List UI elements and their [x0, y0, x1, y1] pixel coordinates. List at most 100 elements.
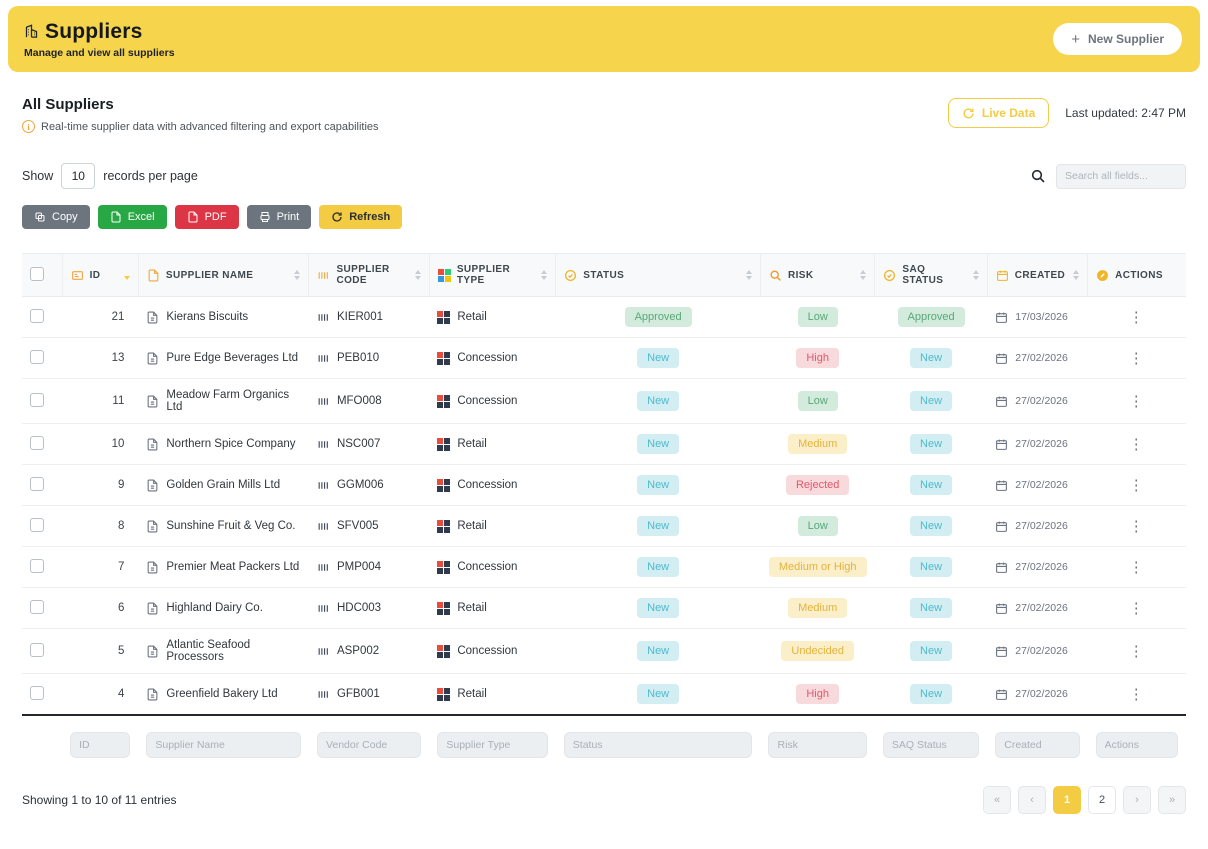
sort-control-name[interactable] — [294, 270, 301, 280]
filter-input-risk[interactable] — [768, 732, 867, 758]
risk-magnifier-icon — [769, 269, 782, 282]
plus-icon: + — [1071, 30, 1080, 48]
saq-status-badge: New — [910, 391, 953, 411]
grid-icon — [437, 644, 451, 658]
pagination-first-button[interactable]: « — [983, 786, 1011, 814]
sort-control-type[interactable] — [541, 270, 548, 280]
saq-status-badge: New — [910, 641, 953, 661]
column-header-saq-status[interactable]: SAQ Status — [874, 253, 988, 297]
document-icon — [147, 269, 160, 282]
filter-input-supplier-type[interactable] — [437, 732, 548, 758]
document-icon — [146, 311, 159, 324]
row-checkbox[interactable] — [30, 435, 44, 450]
risk-badge: Low — [797, 307, 838, 327]
risk-badge: High — [796, 348, 839, 368]
row-actions-menu[interactable]: ⋮ — [1128, 309, 1145, 326]
risk-badge: Medium — [788, 434, 848, 454]
filter-input-status[interactable] — [563, 732, 753, 758]
copy-icon — [34, 211, 46, 223]
print-button[interactable]: Print — [246, 205, 312, 229]
row-actions-menu[interactable]: ⋮ — [1128, 643, 1145, 660]
sort-control-risk[interactable] — [860, 270, 867, 280]
filter-input-created[interactable] — [995, 732, 1080, 758]
status-badge: New — [637, 516, 680, 536]
filter-input-saq-status[interactable] — [882, 732, 980, 758]
cell-id: 4 — [62, 673, 139, 716]
row-checkbox[interactable] — [30, 642, 44, 657]
column-header-id[interactable]: ID — [62, 253, 139, 297]
excel-button[interactable]: Excel — [97, 205, 167, 229]
sort-control-code[interactable] — [414, 270, 421, 280]
row-checkbox[interactable] — [30, 476, 44, 491]
last-updated-text: Last updated: 2:47 PM — [1065, 106, 1186, 120]
copy-button[interactable]: Copy — [22, 205, 90, 229]
cell-supplier-code: PMP004 — [336, 561, 382, 573]
cell-supplier-code: HDC003 — [336, 602, 382, 614]
column-header-supplier-name[interactable]: Supplier Name — [138, 253, 310, 297]
row-checkbox[interactable] — [30, 349, 44, 364]
status-badge: New — [637, 557, 680, 577]
row-checkbox[interactable] — [30, 517, 44, 532]
column-header-created[interactable]: Created — [987, 253, 1089, 297]
pagination-page-1-button[interactable]: 1 — [1053, 786, 1081, 814]
barcode-icon — [317, 438, 330, 451]
row-checkbox[interactable] — [30, 308, 44, 323]
row-actions-menu[interactable]: ⋮ — [1128, 393, 1145, 410]
page-size-input[interactable] — [61, 163, 96, 189]
row-actions-menu[interactable]: ⋮ — [1128, 559, 1145, 576]
cell-supplier-type: Concession — [457, 479, 518, 491]
filter-input-vendor-code[interactable] — [316, 732, 422, 758]
pagination-prev-button[interactable]: ‹ — [1018, 786, 1046, 814]
cell-supplier-code: ASP002 — [336, 645, 380, 657]
info-icon: i — [22, 120, 35, 133]
cell-created: 27/02/2026 — [1015, 520, 1068, 532]
refresh-button[interactable]: Refresh — [319, 205, 403, 229]
row-checkbox[interactable] — [30, 558, 44, 573]
cell-created: 17/03/2026 — [1015, 311, 1068, 323]
row-checkbox[interactable] — [30, 392, 44, 407]
saq-status-badge: New — [910, 598, 953, 618]
row-actions-menu[interactable]: ⋮ — [1128, 436, 1145, 453]
status-badge: New — [637, 641, 680, 661]
pagination-last-button[interactable]: » — [1158, 786, 1186, 814]
sort-control-id[interactable] — [123, 270, 130, 280]
status-badge: New — [637, 684, 680, 704]
row-actions-menu[interactable]: ⋮ — [1128, 686, 1145, 703]
cell-supplier-type: Concession — [457, 645, 518, 657]
live-data-button[interactable]: Live Data — [947, 98, 1050, 128]
pdf-file-icon — [187, 211, 199, 223]
select-all-checkbox[interactable] — [30, 266, 44, 281]
cell-supplier-name: Atlantic Seafood Processors — [166, 639, 251, 663]
sort-control-created[interactable] — [1073, 270, 1080, 280]
filter-input-supplier-name[interactable] — [146, 732, 301, 758]
row-actions-menu[interactable]: ⋮ — [1128, 477, 1145, 494]
column-header-status[interactable]: Status — [555, 253, 761, 297]
row-actions-menu[interactable]: ⋮ — [1128, 518, 1145, 535]
filter-input-actions[interactable] — [1095, 732, 1178, 758]
calendar-icon — [995, 645, 1008, 658]
filter-input-id[interactable] — [70, 732, 131, 758]
grid-icon — [437, 478, 451, 492]
calendar-icon — [995, 479, 1008, 492]
column-header-supplier-code[interactable]: Supplier Code — [308, 253, 430, 297]
saq-status-badge: New — [910, 557, 953, 577]
pdf-button[interactable]: PDF — [174, 205, 239, 229]
grid-icon — [437, 519, 451, 533]
column-header-supplier-type[interactable]: Supplier Type — [429, 253, 557, 297]
row-checkbox[interactable] — [30, 685, 44, 700]
show-label: Show — [22, 169, 54, 183]
sort-control-saq[interactable] — [972, 270, 979, 280]
new-supplier-button[interactable]: + New Supplier — [1053, 23, 1182, 55]
row-actions-menu[interactable]: ⋮ — [1128, 350, 1145, 367]
pagination-page-2-button[interactable]: 2 — [1088, 786, 1116, 814]
column-header-risk[interactable]: Risk — [760, 253, 876, 297]
sort-control-status[interactable] — [745, 270, 752, 280]
status-badge: New — [637, 598, 680, 618]
table-row: 9 Golden Grain Mills Ltd GGM006 — [22, 464, 1186, 506]
records-per-page-label: records per page — [103, 169, 198, 183]
row-actions-menu[interactable]: ⋮ — [1128, 600, 1145, 617]
pagination-next-button[interactable]: › — [1123, 786, 1151, 814]
row-checkbox[interactable] — [30, 599, 44, 614]
cell-supplier-type: Retail — [457, 688, 487, 700]
search-input[interactable] — [1056, 163, 1186, 189]
